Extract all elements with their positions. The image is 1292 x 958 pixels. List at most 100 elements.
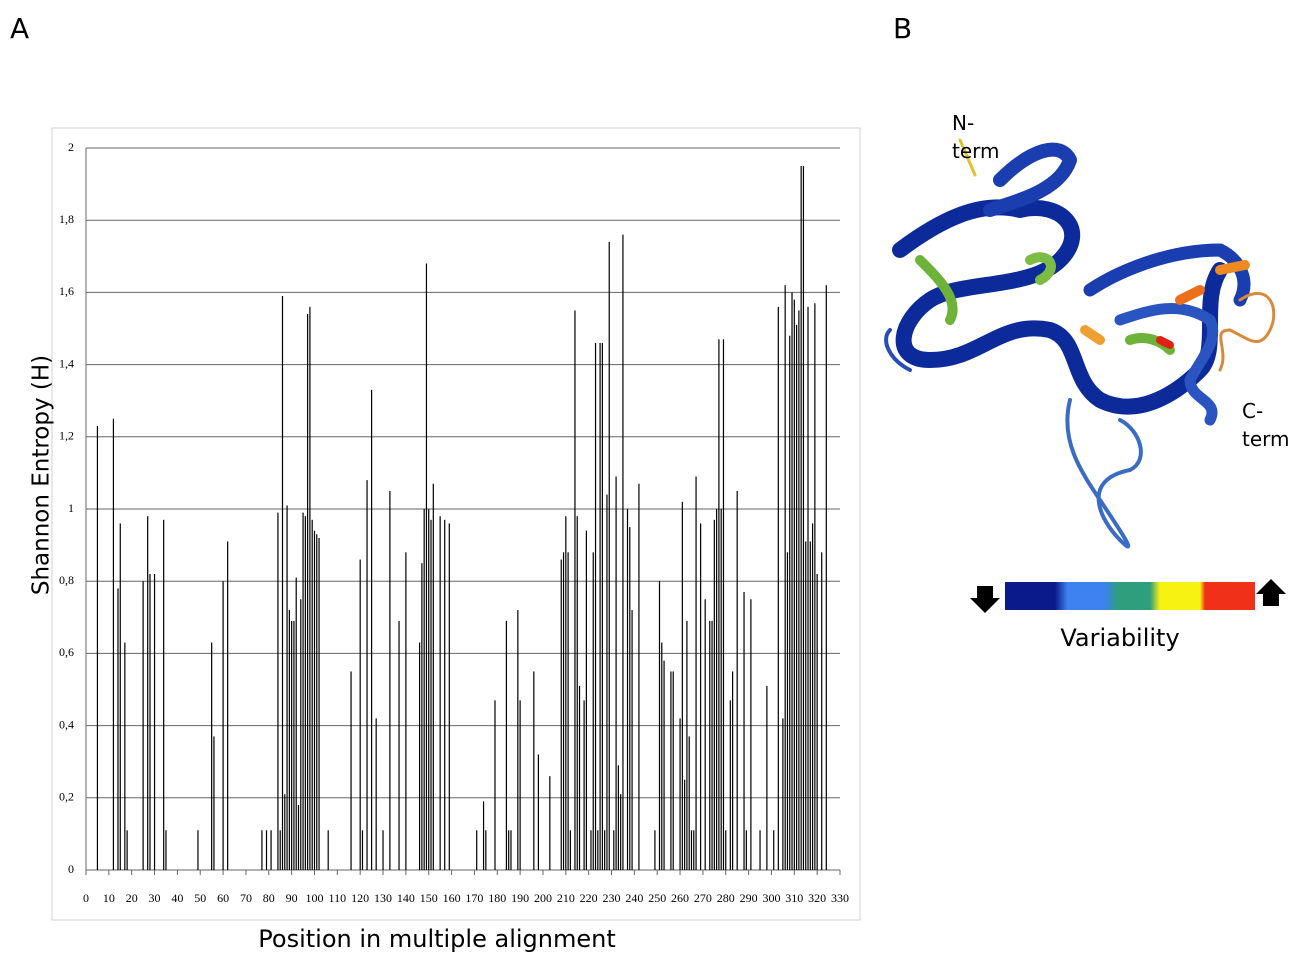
bar xyxy=(814,303,816,871)
bar xyxy=(375,718,377,870)
x-tick-label: 40 xyxy=(171,891,183,905)
bar xyxy=(759,830,761,870)
x-axis-label: Position in multiple alignment xyxy=(258,925,615,953)
bar xyxy=(297,805,300,870)
bar xyxy=(786,552,789,870)
bar xyxy=(153,573,156,870)
x-tick-label: 240 xyxy=(625,891,643,905)
bar xyxy=(592,552,594,870)
bar xyxy=(505,620,508,870)
bar xyxy=(311,519,313,870)
y-tick-label: 0,4 xyxy=(59,717,74,731)
bar xyxy=(96,425,99,870)
bar xyxy=(661,642,663,870)
x-tick-label: 120 xyxy=(351,891,369,905)
bar xyxy=(112,418,115,870)
bar xyxy=(405,552,407,870)
bar xyxy=(576,516,578,870)
bar xyxy=(485,830,487,870)
x-tick-label: 0 xyxy=(83,891,89,905)
bar xyxy=(124,642,126,870)
bar xyxy=(604,830,606,870)
bar xyxy=(736,490,738,870)
bar xyxy=(313,530,316,870)
x-tick-label: 200 xyxy=(534,891,552,905)
x-tick-label: 220 xyxy=(580,891,598,905)
x-tick-label: 190 xyxy=(511,891,529,905)
bar xyxy=(670,671,672,870)
bar xyxy=(631,610,633,870)
y-tick-label: 0,6 xyxy=(59,645,74,659)
x-tick-label: 230 xyxy=(603,891,621,905)
bar xyxy=(494,700,496,870)
bar xyxy=(626,509,629,870)
x-tick-label: 140 xyxy=(397,891,415,905)
bar xyxy=(821,552,823,870)
bar xyxy=(608,241,610,871)
bar xyxy=(688,736,690,870)
bar xyxy=(766,685,768,870)
bar xyxy=(142,581,144,870)
bar xyxy=(793,299,795,870)
bar xyxy=(309,306,311,871)
bar xyxy=(318,537,320,870)
bar xyxy=(119,523,121,870)
x-tick-label: 310 xyxy=(785,891,803,905)
bar xyxy=(720,509,722,870)
bar xyxy=(585,530,587,870)
bar xyxy=(658,581,661,870)
bar xyxy=(729,700,731,870)
bar xyxy=(590,830,592,870)
bar xyxy=(750,599,752,870)
bar xyxy=(809,541,811,870)
bar xyxy=(583,700,585,870)
bar xyxy=(439,516,441,870)
bar xyxy=(510,830,512,870)
bar xyxy=(288,610,290,870)
bar xyxy=(359,559,361,870)
bar xyxy=(533,671,535,870)
bar xyxy=(800,166,802,871)
protein-structure xyxy=(884,138,1276,549)
bar xyxy=(300,599,302,870)
bar xyxy=(679,718,681,870)
bar xyxy=(615,476,617,870)
x-tick-label: 170 xyxy=(465,891,483,905)
bar xyxy=(709,620,711,870)
bar xyxy=(163,519,165,870)
bar xyxy=(743,592,745,870)
bar xyxy=(425,263,428,870)
bar xyxy=(565,516,567,870)
bar xyxy=(327,830,329,870)
plot-frame xyxy=(51,127,861,921)
n-term-label: N- xyxy=(952,111,974,135)
bar xyxy=(798,310,800,870)
x-tick-label: 180 xyxy=(488,891,506,905)
plot: 00,20,40,60,811,21,41,61,820 10 20 30 40 50 60… xyxy=(59,140,849,905)
bar xyxy=(222,581,224,870)
bar xyxy=(777,306,779,871)
bar xyxy=(227,541,229,870)
bar xyxy=(562,552,565,870)
x-tick-label: 60 xyxy=(217,891,229,905)
bar xyxy=(718,339,720,871)
x-tick-label: 320 xyxy=(808,891,826,905)
bar xyxy=(578,685,581,870)
bar xyxy=(816,573,818,870)
bar xyxy=(428,509,430,870)
bar xyxy=(117,588,119,870)
bar xyxy=(261,830,263,870)
x-tick-label: 70 xyxy=(240,891,252,905)
bar xyxy=(165,830,167,870)
x-tick-label: 160 xyxy=(443,891,461,905)
bar xyxy=(418,642,421,870)
bar xyxy=(613,830,615,870)
bar xyxy=(265,830,268,870)
bar xyxy=(686,620,688,870)
y-tick-label: 1,8 xyxy=(59,212,74,226)
bar xyxy=(825,285,827,870)
bar xyxy=(382,830,384,870)
y-tick-label: 2 xyxy=(68,140,74,154)
bar xyxy=(567,552,569,870)
